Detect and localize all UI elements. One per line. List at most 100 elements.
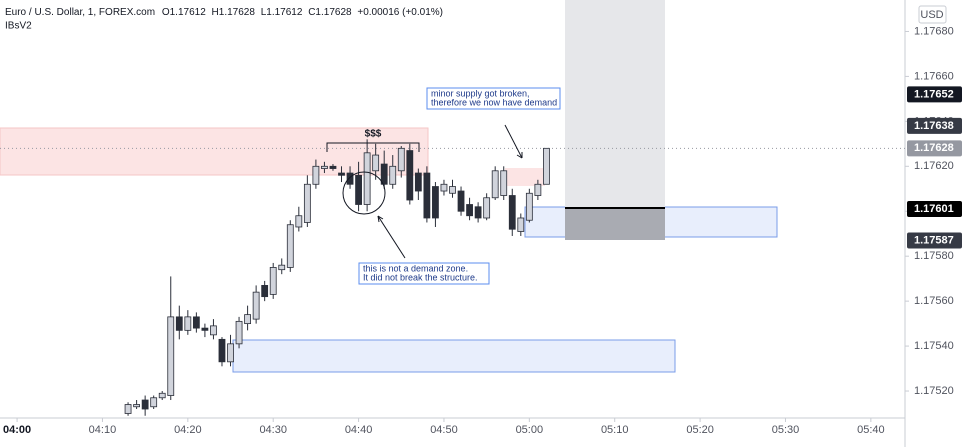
candle-body: [397, 147, 405, 172]
money-label: $$$: [365, 129, 382, 140]
candle-body: [150, 397, 158, 408]
annotations: $$$ minor supply got broken, therefore w…: [326, 87, 561, 285]
candle-body: [338, 172, 345, 176]
candle-body: [380, 163, 388, 185]
candle-body: [303, 183, 311, 223]
candle-body: [210, 325, 217, 336]
demand-zone: [232, 339, 676, 373]
candle-body: [372, 154, 380, 172]
candle-body: [192, 316, 200, 329]
currency[interactable]: USD: [920, 9, 943, 21]
x-tick-label: 05:00: [516, 424, 544, 436]
indicator: IBsV2: [5, 21, 32, 32]
price-marker-label: 1.17628: [914, 142, 954, 154]
candle-body: [286, 224, 294, 268]
price-marker-label: 1.17638: [914, 120, 954, 132]
price-marker: [907, 117, 962, 134]
candle-body: [244, 314, 251, 325]
ohlc: O1.17612: [162, 7, 206, 18]
candle-body: [261, 285, 269, 298]
candle-body: [355, 174, 362, 205]
x-tick-label: 05:30: [772, 424, 800, 436]
candle-body: [133, 404, 141, 408]
drawings: [0, 0, 778, 373]
candle-body: [500, 170, 508, 196]
y-tick-label: 1.17520: [914, 385, 954, 397]
x-tick-label: 04:50: [430, 424, 458, 436]
ohlc: C1.17628: [308, 7, 352, 18]
note-line: minor supply got broken,: [431, 88, 530, 98]
bracket: [326, 142, 420, 152]
candle-body: [483, 197, 491, 219]
candle-body: [295, 215, 303, 228]
x-tick-label: 05:20: [686, 424, 714, 436]
x-tick-label: 04:30: [259, 424, 287, 436]
candle-body: [457, 190, 465, 212]
candle-body: [346, 172, 354, 185]
price-marker-label: 1.17587: [914, 234, 954, 246]
candle-body: [269, 267, 277, 295]
ohlc: H1.17628: [212, 7, 256, 18]
arrow-head: [377, 215, 384, 223]
arrow: [377, 215, 406, 259]
candle-body: [466, 204, 473, 217]
price-marker-label: 1.17601: [914, 203, 954, 215]
note-line: therefore we now have demand: [431, 97, 557, 107]
projection-risk: [565, 208, 665, 240]
candle-body: [423, 172, 431, 219]
candle-body: [321, 165, 328, 169]
supply-zone: [0, 127, 429, 176]
header: Euro / U.S. Dollar, 1, FOREX.com O1.1761…: [5, 7, 443, 18]
y-tick-label: 1.17660: [914, 70, 954, 82]
candle-body: [440, 183, 448, 192]
candle-body: [389, 165, 397, 185]
candle-body: [474, 206, 482, 219]
circle: [342, 171, 386, 215]
x-tick-label: 05:10: [601, 424, 629, 436]
y-tick-label: 1.17560: [914, 295, 954, 307]
y-tick-label: 1.17580: [914, 250, 954, 262]
candle-body: [329, 165, 337, 169]
candle-body: [312, 165, 320, 185]
candle-body: [175, 316, 183, 331]
candle-body: [227, 343, 234, 363]
note-box: [358, 262, 490, 285]
ohlc: L1.17612: [261, 7, 303, 18]
candle-body: [363, 152, 371, 205]
candle-body: [218, 338, 226, 363]
candle-body: [252, 291, 260, 320]
x-tick-label: 04:20: [174, 424, 202, 436]
price-marker: [907, 201, 962, 217]
y-tick-label: 1.17540: [914, 340, 954, 352]
candle-body: [414, 172, 422, 192]
projection-box: [565, 0, 665, 240]
candle-body: [449, 186, 456, 194]
price-marker-label: 1.17652: [914, 88, 954, 100]
candle-body: [525, 192, 533, 221]
candle-body: [517, 217, 525, 232]
change: +0.00016 (+0.01%): [357, 7, 443, 18]
note-box: [426, 87, 561, 110]
candle-body: [406, 150, 414, 201]
x-tick-label: 04:00: [3, 424, 31, 436]
candle-body: [508, 195, 516, 230]
y-tick-label: 1.17680: [914, 25, 954, 37]
candle-body: [235, 320, 243, 345]
x-tick-label: 04:40: [345, 424, 373, 436]
candle-body: [124, 404, 132, 414]
candle-body: [167, 316, 175, 396]
currency-button[interactable]: [918, 5, 947, 24]
candle-body: [491, 170, 499, 199]
candle-body: [534, 183, 542, 196]
minor-supply-zone: [505, 168, 545, 186]
price-marker: [907, 232, 962, 249]
candle-body: [543, 147, 550, 185]
note-line: this is not a demand zone.: [363, 263, 468, 273]
candle-body: [278, 264, 286, 271]
candle-body: [201, 327, 209, 331]
x-tick-label: 05:40: [857, 424, 885, 436]
plot: [0, 139, 905, 416]
price-marker: [907, 140, 962, 157]
